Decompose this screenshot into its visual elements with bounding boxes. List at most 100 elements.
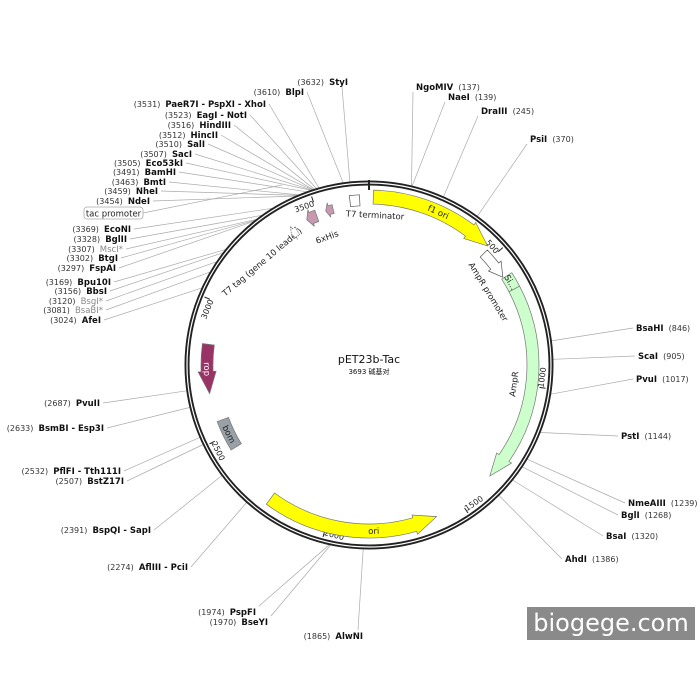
site-saci[interactable]: (3507) SacI <box>140 142 312 191</box>
site-pflfi-tth111i[interactable]: (2532) PflFI - Tth111I <box>22 437 200 478</box>
site-ndei[interactable]: (3454) NdeI <box>96 189 297 208</box>
site-bseyi[interactable]: (1970) BseYI <box>210 544 331 629</box>
site-bpu10i[interactable]: (3169) Bpu10I <box>46 249 226 289</box>
site-position: (3169) <box>46 278 73 287</box>
feature-label-t7-tag-gene-10-leader: T7 tag (gene 10 leader) <box>220 226 305 299</box>
site-paer7i-pspxi-xhoi[interactable]: (3531) PaeR7I - PspXI - XhoI <box>134 92 320 189</box>
site-leader-line <box>411 91 414 187</box>
site-name: AflIII - PciI <box>139 563 188 573</box>
site-label: (2687) PvuII <box>44 391 100 410</box>
site-bamhi[interactable]: (3491) BamHI <box>113 160 308 193</box>
site-leader-line <box>190 502 247 568</box>
tac-promoter-label: tac promoter <box>86 210 142 220</box>
site-position: (3512) <box>159 131 186 140</box>
site-psti[interactable]: PstI (1144) <box>540 424 671 443</box>
site-bsahi[interactable]: BsaHI (846) <box>551 316 690 342</box>
site-position: (1017) <box>662 375 689 384</box>
site-leader-line <box>125 218 257 250</box>
site-hindiii[interactable]: (3516) HindIII <box>168 113 315 190</box>
site-pvuii[interactable]: (2687) PvuII <box>44 390 187 410</box>
site-label: (2532) PflFI - Tth111I <box>22 459 121 478</box>
site-name: NdeI <box>128 197 150 207</box>
site-position: (3024) <box>50 316 77 325</box>
site-afei[interactable]: (3024) AfeI <box>50 287 203 327</box>
feature-lac-operator[interactable] <box>290 226 301 240</box>
site-hincii[interactable]: (3512) HincII <box>159 123 314 191</box>
site-position: (1386) <box>592 555 619 564</box>
site-leader-line <box>512 479 604 537</box>
site-label: BsaI (1320) <box>606 524 658 543</box>
feature-ori[interactable] <box>265 492 438 539</box>
site-ngomiv[interactable]: NgoMIV (137) <box>411 75 480 187</box>
site-eco53ki[interactable]: (3505) Eco53kI <box>114 151 312 191</box>
site-name: PstI <box>621 432 639 442</box>
site-leader-line <box>220 134 314 191</box>
site-leader-line <box>526 458 626 504</box>
site-position: (3120) <box>49 297 76 306</box>
site-bglii[interactable]: (3328) BglII <box>73 215 262 246</box>
site-name: SacI <box>172 150 192 160</box>
watermark: biogege.com <box>527 607 695 640</box>
site-econi[interactable]: (3369) EcoNI <box>72 207 273 236</box>
feature-ampr[interactable] <box>489 285 540 477</box>
site-leader-line <box>129 215 262 240</box>
site-bspqi-sapi[interactable]: (2391) BspQI - SapI <box>61 475 223 538</box>
site-leader-line <box>106 407 191 429</box>
site-name: AlwNI <box>335 632 363 642</box>
site-pspfi[interactable]: (1974) PspFI <box>198 544 330 619</box>
site-label: (3459) NheI <box>104 179 158 198</box>
site-nhei[interactable]: (3459) NheI <box>104 179 298 198</box>
site-draiii[interactable]: DraIII (245) <box>443 99 535 197</box>
feature-t7-terminator[interactable] <box>348 194 361 207</box>
plasmid-name: pET23b-Tac <box>338 353 400 366</box>
feature-rop[interactable] <box>197 343 217 395</box>
site-label: (3307) MscI* <box>68 237 123 256</box>
site-eagi-noti[interactable]: (3523) EagI - NotI <box>165 103 317 189</box>
feature-bom[interactable] <box>216 416 242 451</box>
site-fspai[interactable]: (3297) FspAI <box>58 220 255 275</box>
site-sali[interactable]: (3510) SalI <box>155 132 313 191</box>
site-alwni[interactable]: (1865) AlwNI <box>304 548 364 643</box>
site-bmti[interactable]: (3463) BmtI <box>112 170 299 196</box>
site-name: PaeR7I - PspXI - XhoI <box>165 100 266 110</box>
site-label: PsiI (370) <box>530 127 574 146</box>
site-label: (3454) NdeI <box>96 189 150 208</box>
site-label: (2391) BspQI - SapI <box>61 518 151 537</box>
site-pvui[interactable]: PvuI (1017) <box>550 367 689 395</box>
site-bstz17i[interactable]: (2507) BstZ17I <box>56 444 204 489</box>
site-bbsi[interactable]: (3156) BbsI <box>55 252 224 298</box>
feature-t7-tag-gene-10-leader[interactable] <box>306 209 320 227</box>
site-name: PspFI <box>230 608 256 618</box>
plasmid-length: 3693 碱基对 <box>348 367 389 376</box>
site-scai[interactable]: ScaI (905) <box>552 344 685 363</box>
site-bsmbi-esp3i[interactable]: (2633) BsmBI - Esp3I <box>7 407 191 435</box>
site-bsabi[interactable]: (3081) BsaBI* <box>43 271 211 317</box>
site-blpi[interactable]: (3610) BlpI <box>254 80 344 183</box>
site-nmeaiii[interactable]: NmeAIII (1239) <box>526 458 698 510</box>
site-label: (3297) FspAI <box>58 256 116 275</box>
site-btgi[interactable]: (3302) BtgI <box>67 219 256 265</box>
site-styi[interactable]: (3632) StyI <box>297 70 351 183</box>
feature-6xhis[interactable] <box>325 202 335 218</box>
site-ahdi[interactable]: AhdI (1386) <box>498 495 619 566</box>
site-label: (3369) EcoNI <box>72 217 131 236</box>
site-bgli[interactable]: BglI (1268) <box>522 466 671 522</box>
site-naei[interactable]: NaeI (139) <box>411 85 496 187</box>
site-name: EagI - NotI <box>197 111 247 121</box>
feature-ampr-promoter[interactable] <box>479 249 504 278</box>
site-name: BsaBI* <box>75 306 103 316</box>
site-msci[interactable]: (3307) MscI* <box>68 218 257 256</box>
site-psii[interactable]: PsiI (370) <box>477 127 574 217</box>
site-label: (3491) BamHI <box>113 160 176 179</box>
site-label: (3120) BsgI* <box>49 289 103 308</box>
site-position: (3328) <box>73 235 100 244</box>
tac-promoter-leader <box>142 184 283 214</box>
site-position: (3531) <box>134 100 161 109</box>
site-bsgi[interactable]: (3120) BsgI* <box>49 261 217 308</box>
site-position: (1239) <box>671 499 698 508</box>
site-bsai[interactable]: BsaI (1320) <box>512 479 659 543</box>
feature-f1-ori[interactable] <box>372 189 489 247</box>
site-afliii-pcii[interactable]: (2274) AflIII - PciI <box>107 502 247 574</box>
site-name: NheI <box>136 187 158 197</box>
